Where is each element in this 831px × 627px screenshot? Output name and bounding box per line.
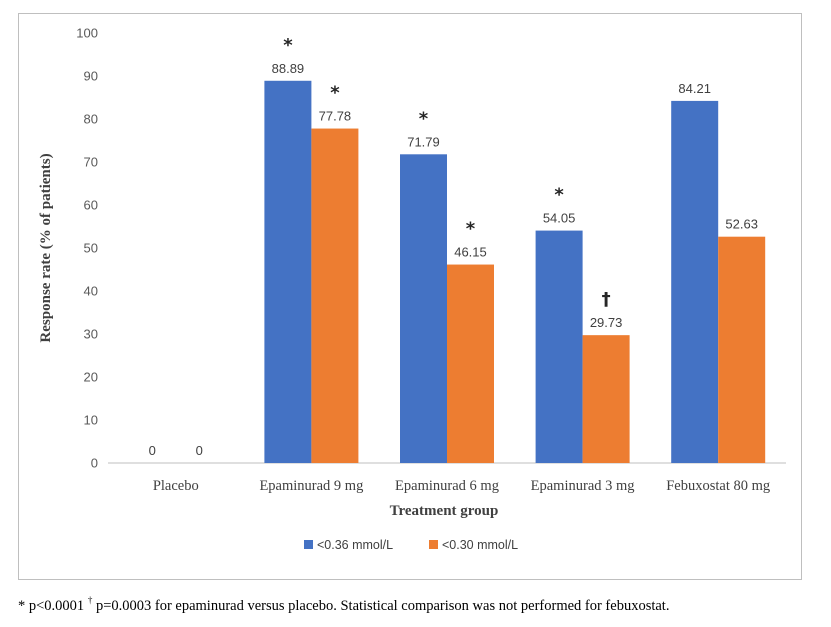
significance-asterisk: * [330,83,340,104]
significance-asterisk: * [466,219,476,240]
significance-asterisk: * [283,35,293,56]
footnote-star: * p<0.0001 [18,597,85,614]
y-tick-label: 100 [76,26,98,41]
data-label: 52.63 [725,217,758,232]
category-label: Epaminurad 6 mg [395,478,499,494]
bar [582,335,630,463]
category-label: Epaminurad 9 mg [259,478,363,494]
category-label: Epaminurad 3 mg [531,478,635,494]
category-label: Febuxostat 80 mg [666,478,770,494]
legend-swatch [429,540,438,549]
footnote-text: p=0.0003 for epaminurad versus placebo. … [92,597,670,614]
y-axis-title: Response rate (% of patients) [38,153,54,342]
y-tick-label: 30 [84,327,98,342]
legend: <0.36 mmol/L <0.30 mmol/L [304,538,518,552]
footnote-dagger: † [87,595,93,605]
footnote: * p<0.0001 † p=0.0003 for epaminurad ver… [18,595,818,615]
data-label: 77.78 [319,109,352,124]
y-tick-label: 40 [84,284,98,299]
y-tick-label: 50 [84,241,98,256]
chart-frame: 0 10 20 30 40 50 60 70 80 90 100 0 0 88.89 * 77.78 * 71.… [18,13,802,580]
data-label: 0 [149,443,156,458]
y-tick-label: 60 [84,198,98,213]
category-label: Placebo [153,478,199,494]
y-tick-label: 70 [84,155,98,170]
x-axis-title: Treatment group [390,503,499,519]
bar [447,264,494,463]
data-label: 84.21 [678,81,711,96]
bar [718,236,766,463]
bar [671,100,719,463]
significance-dagger: † [602,289,611,310]
bar [264,80,312,463]
y-tick-label: 20 [84,370,98,385]
significance-asterisk: * [554,185,564,206]
y-tick-label: 80 [84,112,98,127]
y-tick-label: 0 [91,456,98,471]
data-label: 54.05 [543,211,576,226]
bars: 0 0 88.89 * 77.78 * 71.79 * 46.15 * 54.05 * 29.73 † 84… [149,35,766,464]
data-label: 88.89 [272,61,305,76]
bar [535,230,583,463]
bar-chart: 0 10 20 30 40 50 60 70 80 90 100 0 0 88.89 * 77.78 * 71.… [38,26,786,552]
y-axis-ticks: 0 10 20 30 40 50 60 70 80 90 100 [76,26,98,471]
data-label: 0 [196,443,203,458]
bar [400,154,447,464]
bar [311,128,359,463]
legend-label: <0.30 mmol/L [442,538,518,552]
data-label: 46.15 [454,245,487,260]
y-tick-label: 10 [84,413,98,428]
category-labels: Placebo Epaminurad 9 mg Epaminurad 6 mg Epa… [153,478,770,494]
legend-swatch [304,540,313,549]
legend-label: <0.36 mmol/L [317,538,393,552]
significance-asterisk: * [419,108,429,129]
data-label: 29.73 [590,315,623,330]
y-tick-label: 90 [84,69,98,84]
data-label: 71.79 [407,134,440,149]
